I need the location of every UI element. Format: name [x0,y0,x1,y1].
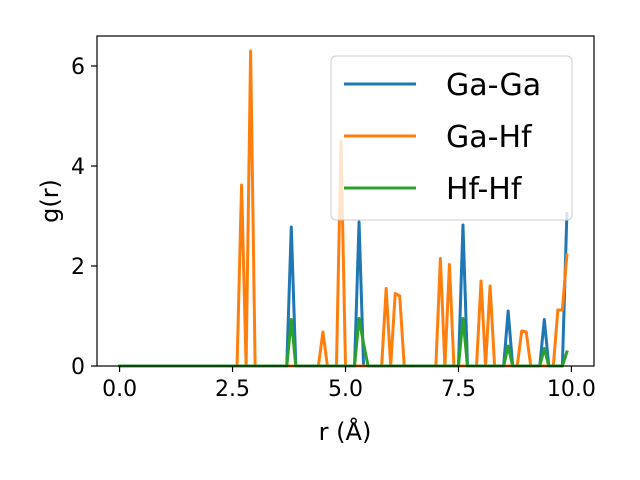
x-tick-label: 7.5 [441,377,476,402]
x-tick-label: 5.0 [328,377,363,402]
legend-label-ga-hf: Ga-Hf [446,120,533,155]
y-axis-label: g(r) [36,179,64,223]
legend-box [330,55,573,221]
x-axis-label: r (Å) [319,417,372,446]
y-tick-label: 4 [71,155,85,180]
legend: Ga-Ga Ga-Hf Hf-Hf [330,55,573,221]
y-tick-label: 0 [71,355,85,380]
x-axis: 0.0 2.5 5.0 7.5 10.0 [102,366,596,402]
y-tick-label: 6 [71,55,85,80]
x-tick-label: 0.0 [102,377,137,402]
legend-label-ga-ga: Ga-Ga [446,68,541,103]
y-tick-label: 2 [71,255,85,280]
legend-label-hf-hf: Hf-Hf [446,172,523,207]
x-tick-label: 10.0 [547,377,596,402]
series-line-ga-hf [118,49,569,368]
y-axis: 0 2 4 6 [71,55,97,380]
x-tick-label: 2.5 [215,377,250,402]
